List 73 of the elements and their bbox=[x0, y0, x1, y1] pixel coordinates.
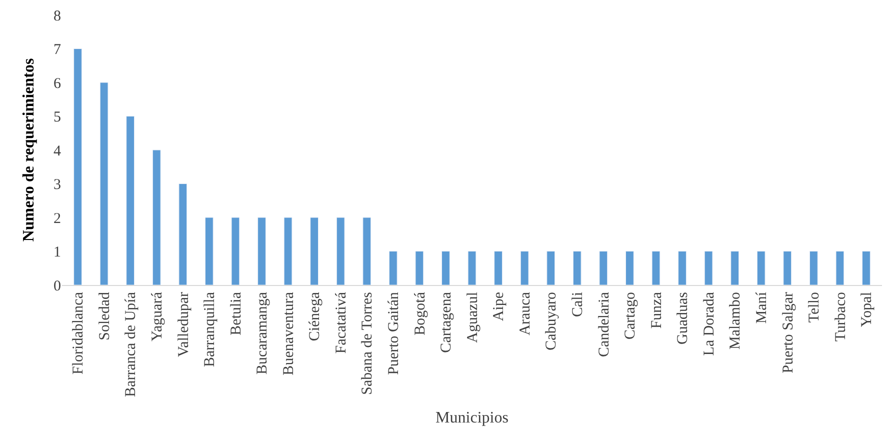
bar bbox=[862, 251, 870, 285]
x-tick-label: Facatativá bbox=[333, 292, 350, 354]
x-tick-label: Malambo bbox=[728, 292, 744, 350]
x-tick-label: Puerto Salgar bbox=[780, 292, 796, 374]
bar bbox=[572, 251, 582, 285]
bar bbox=[599, 251, 608, 285]
x-tick-label: Barranca de Upía bbox=[123, 292, 140, 397]
x-tick-label: Betulia bbox=[228, 292, 244, 336]
bar bbox=[231, 217, 240, 285]
y-tick-label: 3 bbox=[54, 177, 61, 193]
y-axis-title: Numero de requerimientos bbox=[20, 58, 38, 242]
bar bbox=[362, 217, 372, 285]
bar bbox=[284, 217, 292, 285]
y-tick-label: 4 bbox=[54, 143, 62, 160]
bar bbox=[178, 184, 188, 285]
y-tick-label: 0 bbox=[54, 278, 61, 294]
x-tick-label: Tello bbox=[806, 292, 823, 323]
bar bbox=[204, 217, 214, 285]
bar bbox=[836, 251, 844, 285]
bar bbox=[415, 251, 424, 285]
y-tick-label: 5 bbox=[54, 110, 61, 126]
x-tick-label: Barranquilla bbox=[202, 292, 218, 367]
x-tick-label: Bucaramanga bbox=[254, 292, 271, 374]
x-tick-label: Yaguará bbox=[149, 292, 166, 342]
bar bbox=[626, 251, 634, 285]
x-tick-label: Buenaventura bbox=[280, 292, 297, 376]
x-tick-label: Sabana de Torres bbox=[360, 292, 376, 395]
bar bbox=[126, 116, 135, 285]
x-axis-title: Municipios bbox=[436, 410, 508, 427]
bar bbox=[258, 217, 266, 285]
bar bbox=[783, 251, 792, 285]
x-tick-label: Aipe bbox=[491, 292, 508, 322]
x-tick-label: Ciénega bbox=[307, 292, 324, 342]
bar bbox=[756, 251, 766, 285]
x-tick-label: Cali bbox=[570, 292, 586, 317]
bar bbox=[100, 82, 108, 285]
x-tick-label: Candelaria bbox=[596, 292, 612, 357]
x-tick-label: Bogotá bbox=[412, 292, 428, 336]
x-tick-label: Cartagena bbox=[438, 292, 455, 353]
x-tick-label: Floridablanca bbox=[70, 292, 87, 374]
x-tick-label: Funza bbox=[648, 292, 665, 329]
x-tick-label: Turbaco bbox=[832, 292, 849, 342]
bar bbox=[442, 251, 450, 285]
bar bbox=[336, 217, 345, 285]
x-tick-label: Guaduas bbox=[675, 292, 692, 344]
y-tick-label: 8 bbox=[54, 8, 61, 24]
bar bbox=[74, 48, 82, 285]
y-tick-label: 2 bbox=[54, 210, 61, 227]
y-tick-label: 6 bbox=[54, 76, 62, 92]
bar bbox=[388, 251, 398, 285]
y-tick-label: 1 bbox=[54, 244, 61, 260]
x-tick-label: Cartago bbox=[622, 292, 639, 340]
x-tick-label: Yopal bbox=[859, 292, 876, 328]
bar bbox=[678, 251, 686, 285]
x-tick-label: La Dorada bbox=[701, 292, 718, 356]
x-tick-label: Cabuyaro bbox=[544, 292, 560, 350]
bar bbox=[652, 251, 660, 285]
bar bbox=[468, 251, 476, 285]
bar bbox=[520, 251, 529, 285]
bar bbox=[494, 251, 502, 285]
bar bbox=[152, 150, 161, 285]
x-tick-label: Soledad bbox=[96, 292, 113, 340]
x-tick-label: Maní bbox=[754, 291, 770, 324]
bar bbox=[310, 217, 318, 285]
bar bbox=[730, 251, 740, 285]
y-tick-label: 7 bbox=[54, 42, 62, 58]
bar bbox=[809, 251, 818, 285]
bar bbox=[704, 251, 713, 285]
x-tick-label: Aguazul bbox=[464, 292, 481, 343]
x-tick-label: Valledupar bbox=[176, 292, 192, 357]
x-tick-label: Arauca bbox=[517, 292, 534, 336]
bar bbox=[546, 251, 556, 285]
x-tick-label: Puerto Gaitán bbox=[386, 292, 402, 375]
